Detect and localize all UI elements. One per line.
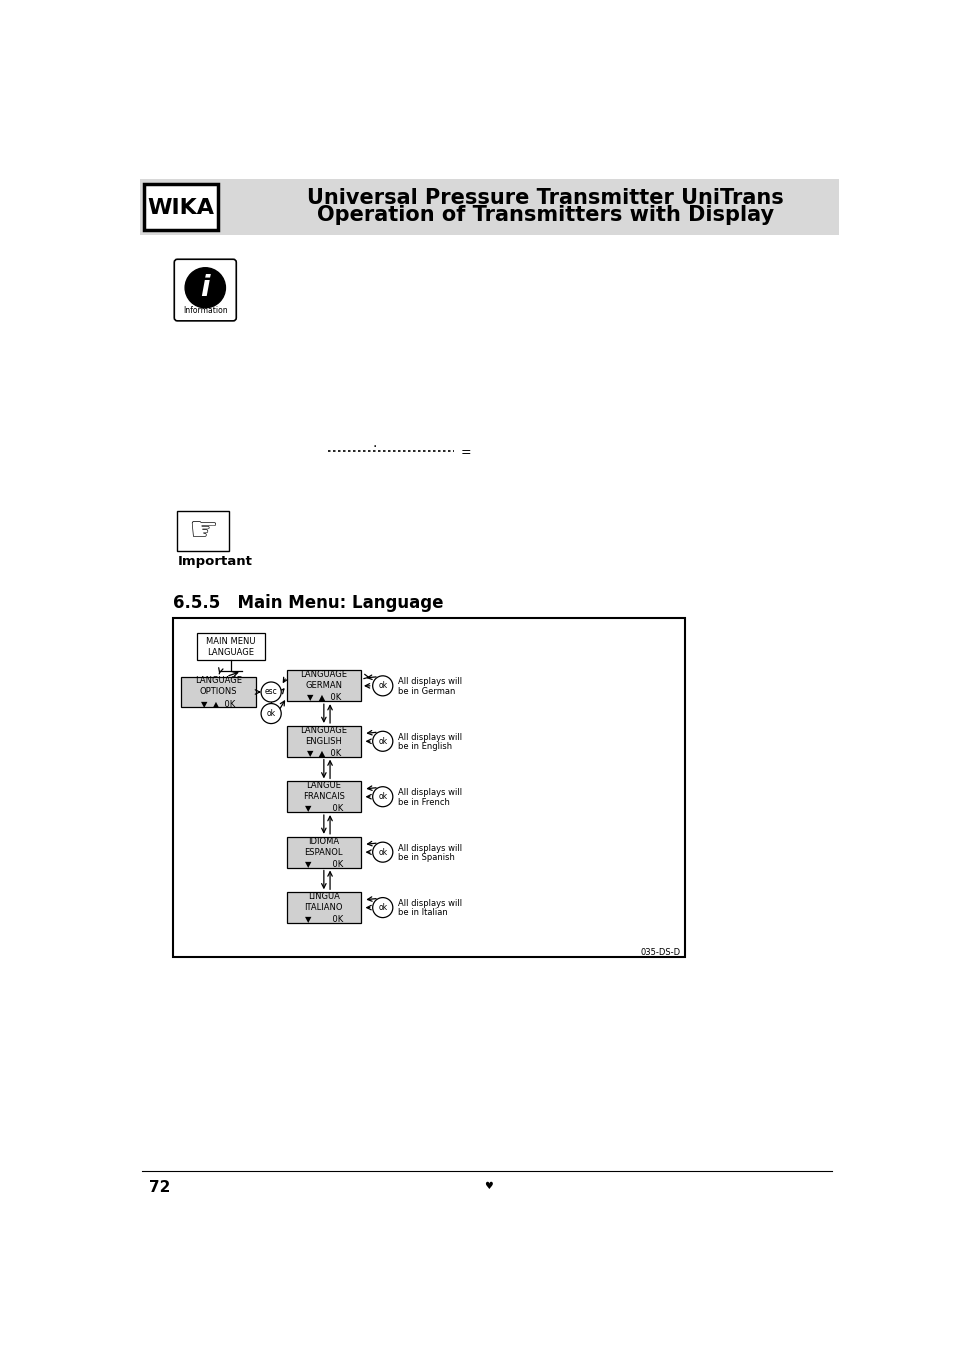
Circle shape: [261, 703, 281, 723]
Text: 72: 72: [149, 1180, 170, 1195]
Circle shape: [373, 676, 393, 696]
Text: LANGUAGE
OPTIONS
▼  ▲  0K: LANGUAGE OPTIONS ▼ ▲ 0K: [194, 676, 242, 707]
Text: Information: Information: [183, 306, 228, 315]
Text: .: .: [373, 437, 376, 450]
Text: Important: Important: [177, 556, 252, 568]
Circle shape: [373, 842, 393, 863]
Text: LINGUA
ITALIANO
▼        0K: LINGUA ITALIANO ▼ 0K: [304, 892, 343, 923]
Circle shape: [185, 268, 225, 308]
Text: ♥: ♥: [484, 1182, 493, 1191]
Circle shape: [373, 898, 393, 918]
Text: ok: ok: [377, 681, 387, 691]
Text: All displays will: All displays will: [397, 844, 462, 853]
Circle shape: [261, 681, 281, 702]
Text: 6.5.5   Main Menu: Language: 6.5.5 Main Menu: Language: [173, 594, 443, 611]
Text: ok: ok: [377, 792, 387, 802]
Text: ☞: ☞: [188, 515, 217, 548]
Text: All displays will: All displays will: [397, 677, 462, 687]
Text: be in Spanish: be in Spanish: [397, 853, 455, 863]
Text: ok: ok: [377, 737, 387, 746]
Text: All displays will: All displays will: [397, 899, 462, 909]
Text: be in German: be in German: [397, 687, 456, 696]
Text: WIKA: WIKA: [148, 199, 214, 219]
Bar: [144, 184, 218, 230]
Circle shape: [373, 787, 393, 807]
Bar: [286, 781, 360, 813]
Text: LANGUAGE
GERMAN
▼  ▲  0K: LANGUAGE GERMAN ▼ ▲ 0K: [300, 671, 347, 702]
Text: All displays will: All displays will: [397, 788, 462, 798]
Bar: [173, 618, 684, 957]
Text: MAIN MENU
LANGUAGE: MAIN MENU LANGUAGE: [206, 637, 255, 657]
Text: =: =: [460, 446, 471, 460]
Text: Universal Pressure Transmitter UniTrans: Universal Pressure Transmitter UniTrans: [307, 188, 783, 208]
FancyBboxPatch shape: [174, 260, 236, 320]
Text: IDIOMA
ESPANOL
▼        0K: IDIOMA ESPANOL ▼ 0K: [304, 837, 343, 868]
Text: be in Italian: be in Italian: [397, 909, 448, 918]
Text: esc: esc: [265, 688, 277, 696]
Circle shape: [373, 731, 393, 752]
Text: ok: ok: [377, 903, 387, 913]
Bar: [196, 634, 265, 660]
Bar: [286, 671, 360, 702]
Text: be in French: be in French: [397, 798, 450, 807]
Text: Operation of Transmitters with Display: Operation of Transmitters with Display: [316, 204, 773, 224]
Bar: [286, 837, 360, 868]
Bar: [181, 676, 255, 707]
Bar: [140, 180, 839, 235]
Bar: [177, 511, 229, 552]
Text: ok: ok: [377, 848, 387, 857]
Text: be in English: be in English: [397, 742, 452, 752]
Text: LANGUAGE
ENGLISH
▼  ▲  0K: LANGUAGE ENGLISH ▼ ▲ 0K: [300, 726, 347, 757]
Text: All displays will: All displays will: [397, 733, 462, 742]
Text: ok: ok: [266, 708, 275, 718]
Bar: [286, 726, 360, 757]
Text: 035-DS-D: 035-DS-D: [640, 948, 680, 957]
Text: LANGUE
FRANCAIS
▼        0K: LANGUE FRANCAIS ▼ 0K: [303, 781, 344, 813]
Text: i: i: [200, 273, 210, 301]
Bar: [286, 892, 360, 923]
